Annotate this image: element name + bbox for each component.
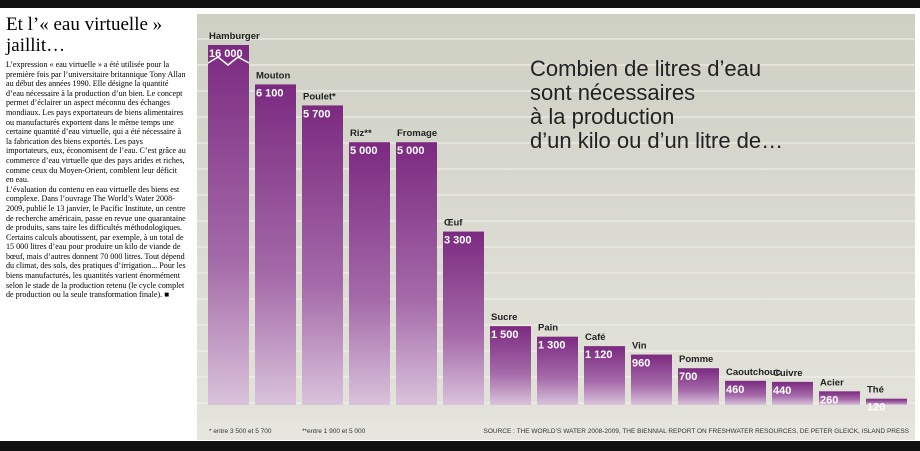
category-label: Caoutchouc: [726, 367, 781, 378]
value-label: 6 100: [256, 87, 284, 99]
bar: [255, 84, 296, 405]
value-label: 460: [726, 384, 744, 396]
category-label: Café: [585, 332, 606, 343]
value-label: 16 000: [209, 48, 243, 60]
note: * entre 3 500 et 5 700: [209, 428, 272, 435]
value-label: 5 700: [303, 108, 331, 120]
value-label: 960: [632, 358, 650, 370]
category-label: Pain: [538, 323, 558, 334]
bar: [208, 45, 249, 405]
title-line: Combien de litres d’eau: [530, 56, 761, 81]
title-line: sont nécessaires: [530, 80, 695, 105]
value-label: 1 300: [538, 340, 566, 352]
category-label: Œuf: [444, 218, 463, 229]
source: SOURCE : THE WORLD’S WATER 2008-2009, TH…: [484, 428, 910, 435]
category-label: Riz**: [350, 128, 372, 139]
article-title: Et l’« eau virtuelle » jaillit…: [6, 14, 163, 56]
bar: [772, 381, 813, 405]
title-line: à la production: [530, 104, 674, 129]
value-label: 260: [820, 394, 838, 406]
bar: [866, 398, 907, 405]
value-label: 1 500: [491, 329, 519, 341]
value-label: 120: [867, 402, 885, 414]
category-label: Pomme: [679, 354, 713, 365]
value-label: 5 000: [350, 145, 378, 157]
bar: [631, 354, 672, 405]
category-label: Hamburger: [209, 31, 260, 42]
category-label: Cuivre: [773, 368, 803, 379]
bar: [584, 346, 625, 405]
category-label: Vin: [632, 341, 647, 352]
article: Et l’« eau virtuelle » jaillit… L’expres…: [6, 14, 186, 300]
title-line: d’un kilo ou d’un litre de…: [530, 128, 783, 153]
value-label: 3 300: [444, 235, 472, 247]
category-label: Mouton: [256, 70, 290, 81]
bar: [819, 391, 860, 405]
bar: [302, 105, 343, 405]
top-bar: [0, 0, 920, 8]
bar: [725, 380, 766, 405]
bar: [443, 231, 484, 405]
bottom-bar: [0, 441, 920, 451]
category-label: Thé: [867, 385, 884, 396]
value-label: 1 120: [585, 349, 613, 361]
paragraph: L’évaluation du contenu en eau virtuelle…: [6, 184, 186, 300]
category-label: Sucre: [491, 312, 517, 323]
bar: [537, 336, 578, 405]
value-label: 700: [679, 371, 697, 383]
bar: [678, 368, 719, 405]
bar: [349, 142, 390, 406]
category-label: Fromage: [397, 128, 437, 139]
bar: [490, 326, 531, 405]
paragraph: L’expression « eau virtuelle » a été uti…: [6, 60, 186, 185]
value-label: 5 000: [397, 145, 425, 157]
bar: [396, 142, 437, 406]
axis-break: [207, 56, 250, 66]
category-label: Acier: [820, 377, 844, 388]
footer-strip: [197, 422, 915, 440]
value-label: 440: [773, 385, 791, 397]
category-label: Poulet*: [303, 91, 336, 102]
note: **entre 1 900 et 5 000: [302, 428, 366, 435]
